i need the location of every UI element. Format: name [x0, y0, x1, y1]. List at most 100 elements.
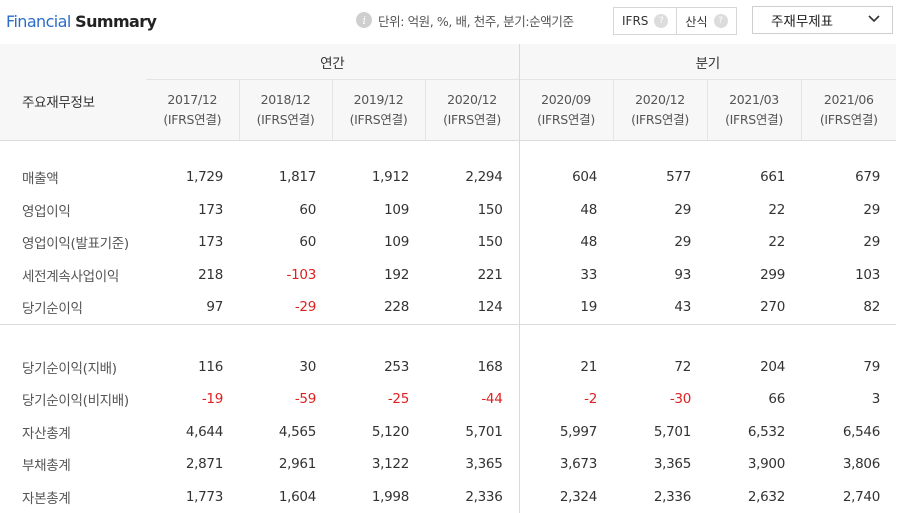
section-title: Financial Summary: [6, 12, 156, 31]
row-label: 부채총계: [0, 448, 146, 481]
ifrs-label: IFRS: [622, 14, 648, 28]
value-cell: -103: [239, 259, 332, 292]
value-cell: 3,365: [613, 448, 707, 481]
value-cell: 2,632: [707, 481, 801, 513]
value-cell: -59: [239, 383, 332, 416]
value-cell: 2,324: [519, 481, 613, 513]
row-label: 영업이익(발표기준): [0, 226, 146, 259]
help-icon[interactable]: ?: [654, 14, 668, 28]
value-cell: 82: [801, 291, 896, 324]
value-cell: -2: [519, 383, 613, 416]
spacer-cell: [707, 141, 801, 162]
period-header: 2017/12(IFRS연결): [146, 80, 239, 141]
spacer-cell: [801, 141, 896, 162]
value-cell: 109: [332, 226, 425, 259]
value-cell: 124: [425, 291, 519, 324]
value-cell: -30: [613, 383, 707, 416]
info-icon[interactable]: i: [356, 12, 372, 28]
formula-button[interactable]: 산식 ?: [676, 8, 735, 34]
period-basis: (IFRS연결): [614, 110, 707, 130]
statement-select[interactable]: 주재무제표: [752, 6, 893, 34]
row-label: 매출액: [0, 161, 146, 194]
value-cell: 3,122: [332, 448, 425, 481]
value-cell: 29: [801, 194, 896, 227]
value-cell: 1,817: [239, 161, 332, 194]
unit-info: i 단위: 억원, %, 배, 천주, 분기:순액기준: [356, 10, 574, 30]
period-date: 2019/12: [333, 90, 425, 110]
value-cell: -25: [332, 383, 425, 416]
value-cell: 33: [519, 259, 613, 292]
row-label: 영업이익: [0, 194, 146, 227]
spacer-cell: [613, 324, 707, 351]
period-basis: (IFRS연결): [802, 110, 897, 130]
value-cell: 5,997: [519, 416, 613, 449]
value-cell: 60: [239, 194, 332, 227]
help-icon[interactable]: ?: [714, 14, 728, 28]
summary-header: Financial Summary i 단위: 억원, %, 배, 천주, 분기…: [0, 0, 902, 44]
period-date: 2018/12: [240, 90, 332, 110]
period-header: 2018/12(IFRS연결): [239, 80, 332, 141]
value-cell: 2,740: [801, 481, 896, 513]
value-cell: 29: [801, 226, 896, 259]
spacer-cell: [332, 141, 425, 162]
spacer-cell: [425, 324, 519, 351]
value-cell: 116: [146, 351, 239, 384]
value-cell: 22: [707, 226, 801, 259]
value-cell: 3,365: [425, 448, 519, 481]
ifrs-button[interactable]: IFRS ?: [614, 8, 676, 34]
period-basis: (IFRS연결): [426, 110, 519, 130]
spacer-cell: [239, 141, 332, 162]
value-cell: 604: [519, 161, 613, 194]
value-cell: 577: [613, 161, 707, 194]
value-cell: 109: [332, 194, 425, 227]
value-cell: -44: [425, 383, 519, 416]
value-cell: 19: [519, 291, 613, 324]
spacer-cell: [707, 324, 801, 351]
period-group-row: 주요재무정보 연간 분기: [0, 44, 896, 80]
value-cell: 60: [239, 226, 332, 259]
annual-header: 연간: [146, 44, 519, 80]
value-cell: 93: [613, 259, 707, 292]
value-cell: 2,294: [425, 161, 519, 194]
value-cell: 43: [613, 291, 707, 324]
chevron-down-icon: [868, 15, 880, 23]
value-cell: 2,961: [239, 448, 332, 481]
value-cell: 150: [425, 194, 519, 227]
period-header: 2020/09(IFRS연결): [519, 80, 613, 141]
value-cell: 679: [801, 161, 896, 194]
value-cell: 29: [613, 226, 707, 259]
value-cell: 270: [707, 291, 801, 324]
value-cell: 1,912: [332, 161, 425, 194]
value-cell: 661: [707, 161, 801, 194]
period-header: 2021/03(IFRS연결): [707, 80, 801, 141]
value-cell: 5,120: [332, 416, 425, 449]
title-summary: Summary: [75, 12, 156, 31]
spacer-row: [0, 141, 896, 162]
period-basis: (IFRS연결): [708, 110, 801, 130]
row-label: 당기순이익: [0, 291, 146, 324]
value-cell: 97: [146, 291, 239, 324]
value-cell: 2,336: [425, 481, 519, 513]
spacer-cell: [332, 324, 425, 351]
statement-select-value: 주재무제표: [771, 10, 833, 30]
period-date: 2020/12: [426, 90, 519, 110]
value-cell: 221: [425, 259, 519, 292]
row-label: 당기순이익(지배): [0, 351, 146, 384]
value-cell: 21: [519, 351, 613, 384]
period-date: 2020/12: [614, 90, 707, 110]
spacer-cell: [0, 324, 146, 351]
spacer-cell: [425, 141, 519, 162]
period-header: 2020/12(IFRS연결): [425, 80, 519, 141]
value-cell: 2,336: [613, 481, 707, 513]
value-cell: 5,701: [613, 416, 707, 449]
spacer-cell: [146, 141, 239, 162]
value-cell: 5,701: [425, 416, 519, 449]
value-cell: 29: [613, 194, 707, 227]
value-cell: 4,565: [239, 416, 332, 449]
value-cell: 6,546: [801, 416, 896, 449]
value-cell: 22: [707, 194, 801, 227]
